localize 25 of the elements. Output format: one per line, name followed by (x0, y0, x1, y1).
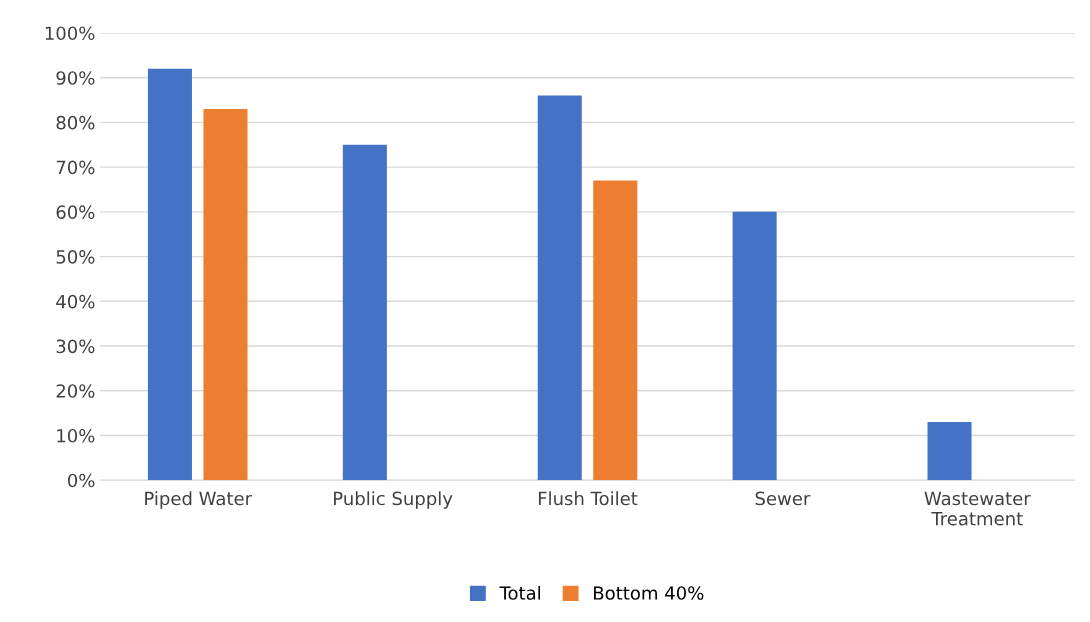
x-tick-label: Wastewater Treatment (924, 491, 1031, 526)
bar (342, 144, 387, 481)
bar (593, 180, 638, 481)
bar (147, 68, 192, 481)
legend-label: Total (499, 585, 541, 600)
x-tick-label: Sewer (755, 491, 811, 506)
bar (203, 108, 248, 481)
y-tick-label: 50% (56, 250, 95, 264)
y-tick-label: 100% (45, 26, 95, 41)
y-tick-label: 40% (56, 294, 95, 309)
legend-label: Bottom 40% (594, 586, 704, 600)
y-tick-label: 90% (56, 71, 95, 85)
bar (537, 95, 582, 481)
y-tick-label: 10% (57, 428, 95, 443)
bar (732, 211, 777, 481)
y-tick-label: 60% (56, 205, 95, 219)
x-tick-label: Public Supply (334, 491, 453, 509)
y-tick-label: 70% (56, 160, 95, 175)
x-tick-label: Piped Water (145, 491, 253, 509)
y-tick-label: 80% (56, 115, 95, 130)
x-tick-label: Flush Toilet (538, 491, 638, 506)
y-tick-label: 20% (56, 384, 95, 398)
y-tick-label: 0% (67, 473, 95, 488)
bar (927, 422, 972, 481)
y-tick-label: 30% (56, 339, 95, 354)
